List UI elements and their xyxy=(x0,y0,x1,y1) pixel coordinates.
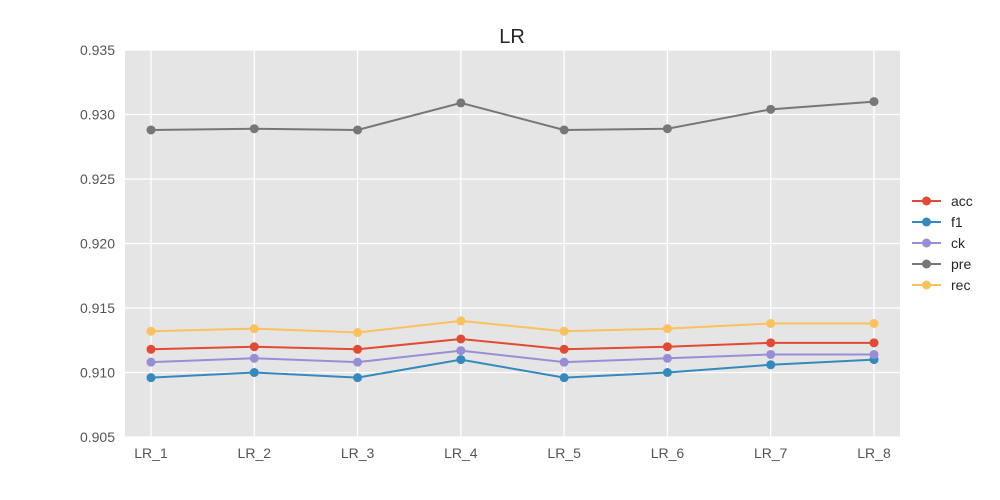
legend-swatch-marker xyxy=(922,238,931,248)
legend-swatch-marker xyxy=(922,217,931,227)
y-tick-label: 0.910 xyxy=(80,365,115,381)
data-point-pre xyxy=(662,124,672,134)
series-group xyxy=(146,97,879,383)
legend-label: pre xyxy=(951,256,971,272)
data-point-ck xyxy=(353,357,363,367)
data-point-ck xyxy=(146,357,156,367)
data-point-acc xyxy=(146,344,156,354)
series-f1 xyxy=(146,355,879,383)
chart-title: LR xyxy=(499,26,525,48)
data-point-ck xyxy=(456,346,466,356)
data-point-f1 xyxy=(353,373,363,383)
x-tick-label: LR_3 xyxy=(341,445,375,461)
legend-label: rec xyxy=(951,277,970,293)
data-point-f1 xyxy=(456,355,466,365)
legend-item-f1: f1 xyxy=(912,214,963,230)
data-point-ck xyxy=(249,353,259,363)
data-point-ck xyxy=(766,349,776,359)
data-point-pre xyxy=(456,98,466,108)
data-point-rec xyxy=(662,324,672,334)
data-point-pre xyxy=(869,97,879,107)
series-line-pre xyxy=(150,100,875,131)
series-line-acc xyxy=(150,337,874,351)
series-line-f1 xyxy=(150,358,875,379)
y-tick-label: 0.905 xyxy=(80,429,115,445)
y-tick-label: 0.920 xyxy=(80,236,115,252)
series-pre xyxy=(146,97,879,135)
data-point-pre xyxy=(559,125,569,135)
x-tick-label: LR_4 xyxy=(444,445,478,461)
legend-swatch-marker xyxy=(922,196,931,206)
legend-swatch-marker xyxy=(922,259,931,269)
grid-lines xyxy=(125,49,900,438)
data-point-acc xyxy=(766,338,776,348)
y-tick-label: 0.935 xyxy=(80,42,115,58)
data-point-pre xyxy=(249,124,259,134)
data-point-pre xyxy=(146,125,156,135)
data-point-f1 xyxy=(146,373,156,383)
legend-item-rec: rec xyxy=(912,277,970,293)
data-point-ck xyxy=(559,357,569,367)
data-point-rec xyxy=(249,324,259,334)
y-tick-label: 0.925 xyxy=(80,171,115,187)
data-point-acc xyxy=(869,338,879,348)
legend-item-pre: pre xyxy=(912,256,971,272)
legend-label: acc xyxy=(951,193,973,209)
data-point-rec xyxy=(456,316,466,326)
y-tick-label: 0.915 xyxy=(80,300,115,316)
data-point-rec xyxy=(766,318,776,328)
series-line-ck xyxy=(150,349,874,364)
data-point-rec xyxy=(353,328,363,338)
data-point-acc xyxy=(456,334,466,344)
series-line-rec xyxy=(150,319,874,334)
x-tick-label: LR_8 xyxy=(857,445,891,461)
data-point-rec xyxy=(869,318,879,328)
legend-swatch-marker xyxy=(922,280,931,290)
axis-ticks: LR_1 LR_2 LR_3 LR_4 LR_5 LR_6 LR_7 LR_8 0.905 0.9… xyxy=(80,42,891,461)
data-point-ck xyxy=(662,353,672,363)
x-tick-label: LR_6 xyxy=(651,445,685,461)
x-tick-label: LR_7 xyxy=(754,445,788,461)
data-point-f1 xyxy=(559,373,569,383)
data-point-acc xyxy=(353,344,363,354)
data-point-f1 xyxy=(662,368,672,377)
series-rec xyxy=(146,316,879,338)
x-tick-label: LR_5 xyxy=(547,445,581,461)
series-ck xyxy=(146,346,879,367)
legend-label: ck xyxy=(951,235,966,251)
data-point-acc xyxy=(249,342,259,352)
data-point-rec xyxy=(146,326,156,336)
legend-label: f1 xyxy=(951,214,963,230)
data-point-rec xyxy=(559,326,569,336)
legend-item-ck: ck xyxy=(912,235,966,251)
x-tick-label: LR_1 xyxy=(134,445,168,461)
data-point-acc xyxy=(559,344,569,354)
data-point-acc xyxy=(662,342,672,352)
data-point-pre xyxy=(766,104,776,114)
data-point-pre xyxy=(353,125,363,135)
series-acc xyxy=(146,334,879,354)
y-tick-label: 0.930 xyxy=(80,107,115,123)
data-point-f1 xyxy=(249,368,259,377)
legend: acc f1 ck pre rec xyxy=(912,193,973,293)
x-tick-label: LR_2 xyxy=(238,445,272,461)
legend-item-acc: acc xyxy=(912,193,973,209)
data-point-ck xyxy=(869,349,879,359)
data-point-f1 xyxy=(766,360,776,370)
